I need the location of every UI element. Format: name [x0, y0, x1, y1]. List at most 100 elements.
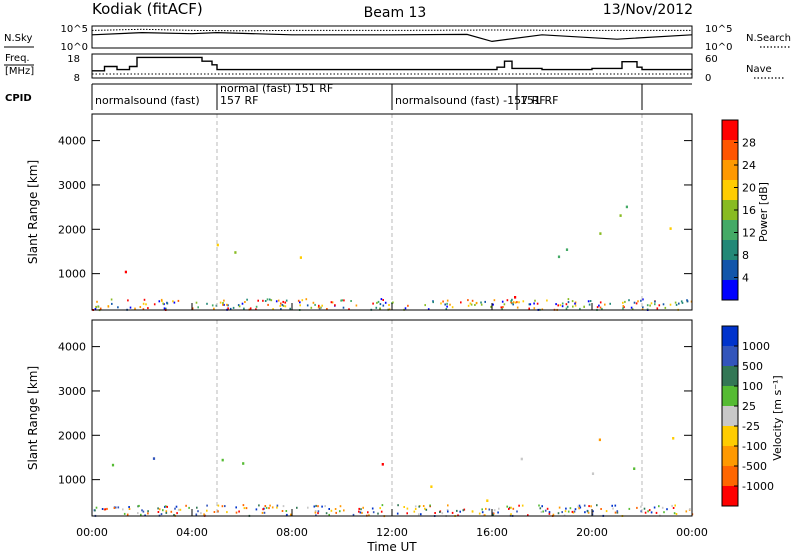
range-cell: [281, 303, 284, 306]
range-cell: [631, 308, 634, 311]
range-cell: [280, 302, 282, 305]
range-cell: [633, 467, 636, 470]
range-cell: [403, 506, 405, 508]
range-cell: [95, 306, 97, 309]
y-tick-label: 2000: [58, 223, 86, 236]
colorbar-tick-label: -500: [742, 460, 767, 473]
range-cell: [111, 302, 113, 305]
range-cell: [565, 303, 568, 306]
range-cell: [153, 303, 156, 306]
range-cell: [669, 303, 672, 306]
range-cell: [592, 510, 594, 513]
range-cell: [140, 513, 142, 516]
range-cell: [604, 303, 606, 306]
range-cell: [216, 243, 219, 247]
range-cell: [235, 506, 237, 509]
range-cell: [213, 307, 215, 310]
range-cell: [641, 308, 644, 311]
colorbar-tick-label: 500: [742, 360, 763, 373]
range-cell: [107, 305, 110, 308]
range-cell: [578, 507, 580, 510]
range-cell: [451, 306, 454, 309]
range-cell: [441, 512, 444, 515]
range-cell: [635, 302, 638, 305]
range-cell: [196, 506, 198, 509]
range-cell: [249, 307, 252, 310]
range-cell: [666, 508, 668, 511]
range-cell: [633, 301, 636, 304]
range-cell: [642, 298, 644, 301]
colorbar-swatch: [722, 346, 738, 367]
range-cell: [503, 303, 506, 306]
freq-left-label-1: Freq.: [5, 53, 30, 64]
range-cell: [362, 506, 364, 509]
range-cell: [122, 508, 124, 511]
range-cell: [282, 304, 285, 307]
velocity-colorbar: 1000 500 100 25 -25 -100 -500 -1000: [721, 325, 774, 507]
range-cell: [424, 304, 426, 307]
range-cell: [557, 304, 559, 307]
range-cell: [622, 307, 624, 310]
range-cell: [222, 302, 224, 304]
range-cell: [379, 507, 381, 510]
range-cell: [157, 511, 160, 513]
range-cell: [460, 301, 462, 304]
range-cell: [388, 304, 390, 306]
range-cell: [501, 307, 503, 310]
range-cell: [414, 505, 417, 508]
range-cell: [355, 304, 358, 307]
range-cell: [276, 504, 279, 507]
range-cell: [508, 506, 511, 509]
range-cell: [510, 513, 512, 516]
range-cell: [636, 506, 638, 509]
range-cell: [162, 509, 164, 512]
range-cell: [512, 301, 515, 304]
range-cell: [163, 307, 166, 310]
range-cell: [579, 506, 582, 509]
cpid-panel: CPID normalsound (fast) normal (fast) 151…: [5, 82, 692, 110]
range-cell: [113, 507, 116, 509]
range-cell: [536, 302, 539, 305]
range-cell: [297, 299, 300, 302]
range-cell: [510, 506, 512, 509]
range-cell: [574, 508, 577, 511]
range-cell: [290, 513, 292, 516]
range-cell: [567, 510, 570, 513]
range-cell: [658, 505, 660, 508]
range-cell: [313, 505, 316, 508]
range-cell: [147, 510, 149, 513]
range-cell: [314, 511, 317, 514]
range-cell: [569, 507, 572, 510]
velocity-ylabel: Slant Range [km]: [26, 366, 40, 470]
range-cell: [512, 507, 515, 510]
nsearch-series-line: [91, 28, 692, 32]
range-cell: [224, 505, 226, 508]
range-cell: [485, 507, 487, 510]
range-cell: [590, 505, 592, 508]
range-cell: [624, 300, 626, 303]
noise-right-tick-top: 10^5: [705, 24, 732, 35]
range-cell: [285, 299, 288, 302]
range-cell: [654, 303, 656, 306]
range-cell: [243, 307, 245, 310]
range-cell: [305, 298, 308, 301]
range-cell: [94, 308, 97, 310]
range-cell: [541, 308, 544, 311]
range-cell: [508, 508, 510, 510]
range-cell: [598, 304, 600, 307]
range-cell: [516, 510, 518, 513]
range-cell: [381, 463, 384, 466]
range-cell: [486, 499, 489, 502]
range-cell: [449, 303, 451, 306]
range-cell: [264, 300, 267, 302]
range-cell: [217, 504, 220, 507]
range-cell: [565, 248, 569, 251]
range-cell: [637, 300, 639, 303]
range-cell: [625, 205, 628, 209]
range-cell: [457, 514, 459, 517]
range-cell: [514, 301, 517, 304]
range-cell: [165, 307, 167, 310]
range-cell: [591, 472, 595, 475]
noise-left-tick-bottom: 10^0: [61, 42, 88, 53]
range-cell: [493, 509, 496, 512]
